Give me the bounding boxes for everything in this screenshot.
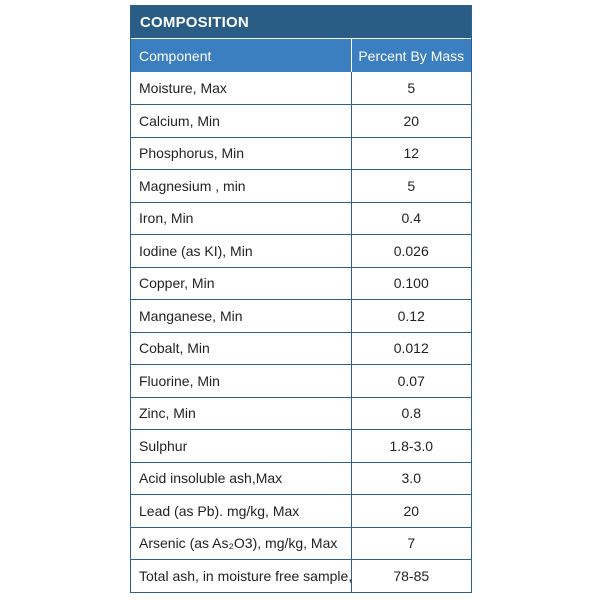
component-cell: Total ash, in moisture free sample, — [131, 559, 352, 592]
percent-cell: 20 — [351, 104, 471, 137]
component-cell: Moisture, Max — [131, 72, 352, 105]
percent-cell: 0.8 — [351, 396, 471, 430]
table-row: Calcium, Min 20 — [131, 104, 471, 137]
component-cell: Acid insoluble ash,Max — [131, 461, 352, 495]
percent-cell: 7 — [351, 526, 471, 560]
table-row: Acid insoluble ash,Max 3.0 — [131, 461, 471, 495]
percent-cell: 0.12 — [351, 299, 471, 332]
component-cell: Manganese, Min — [131, 299, 352, 332]
table-row: Iodine (as KI), Min 0.026 — [131, 234, 471, 267]
table-row: Manganese, Min 0.12 — [131, 299, 471, 332]
table-row: Fluorine, Min 0.07 — [131, 364, 471, 397]
table-row: Iron, Min 0.4 — [131, 201, 471, 235]
percent-cell: 5 — [407, 80, 416, 96]
table-row: Lead (as Pb). mg/kg, Max 20 — [131, 494, 471, 527]
component-cell: Magnesium , min — [131, 169, 352, 202]
percent-cell: 0.4 — [351, 201, 471, 235]
component-cell: Iron, Min — [131, 201, 352, 235]
table-header: Component Percent By Mass — [131, 39, 471, 72]
table-body: Moisture, Max 5 Calcium, Min 20 Phosphorus… — [131, 72, 471, 592]
header-component: Component — [131, 39, 352, 72]
header-percent-by-mass: Percent By Mass — [351, 39, 471, 72]
component-cell: Phosphorus, Min — [131, 136, 352, 170]
composition-grid: Component Percent By Mass Moisture, Max 5… — [131, 39, 471, 592]
table-row: Total ash, in moisture free sample, 78-85 — [131, 559, 471, 592]
percent-cell: 0.012 — [351, 331, 471, 365]
percent-cell: 12 — [351, 136, 471, 170]
percent-cell: 5 — [351, 169, 471, 202]
component-cell: Lead (as Pb). mg/kg, Max — [131, 494, 352, 527]
percent-cell: 20 — [351, 494, 471, 527]
composition-table: COMPOSITION Component Percent By Mass Mo… — [130, 5, 472, 593]
component-cell: Iodine (as KI), Min — [131, 234, 352, 267]
component-cell: Sulphur — [131, 429, 352, 462]
percent-cell: 1.8-3.0 — [351, 429, 471, 462]
table-row: Moisture, Max 5 — [131, 72, 471, 105]
table-row: Phosphorus, Min 12 — [131, 136, 471, 170]
component-cell: Arsenic (as As₂O3), mg/kg, Max — [131, 526, 352, 560]
component-cell: Calcium, Min — [131, 104, 352, 137]
table-row: Arsenic (as As₂O3), mg/kg, Max 7 — [131, 526, 471, 560]
table-row: Zinc, Min 0.8 — [131, 396, 471, 430]
percent-cell: 0.026 — [351, 234, 471, 267]
component-cell: Fluorine, Min — [131, 364, 352, 397]
table-row: Cobalt, Min 0.012 — [131, 331, 471, 365]
table-row: Magnesium , min 5 — [131, 169, 471, 202]
table-row: Copper, Min 0.100 — [131, 266, 471, 300]
component-cell: Cobalt, Min — [131, 331, 352, 365]
component-cell: Copper, Min — [131, 266, 352, 300]
component-cell: Zinc, Min — [131, 396, 352, 430]
table-row: Sulphur 1.8-3.0 — [131, 429, 471, 462]
percent-cell: 3.0 — [351, 461, 471, 495]
table-title: COMPOSITION — [131, 6, 471, 39]
header-row: Component Percent By Mass — [131, 39, 471, 72]
percent-cell: 0.100 — [351, 266, 471, 300]
percent-cell: 0.07 — [351, 364, 471, 397]
percent-cell: 78-85 — [351, 559, 471, 592]
